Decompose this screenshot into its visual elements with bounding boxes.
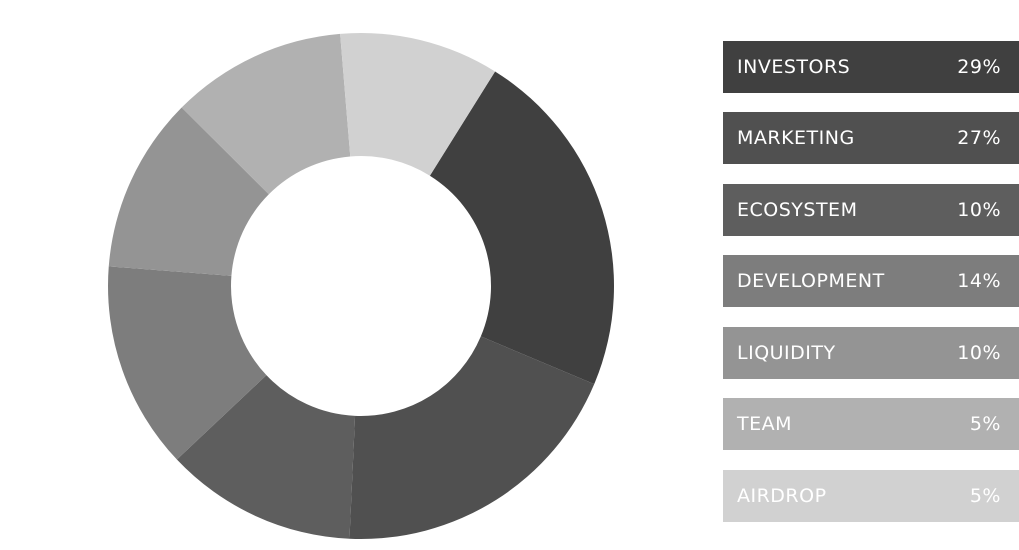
legend-value: 27% — [957, 127, 1001, 149]
legend-value: 29% — [957, 56, 1001, 78]
donut-chart — [107, 32, 614, 539]
legend-value: 10% — [957, 199, 1001, 221]
legend-item-investors: INVESTORS 29% — [723, 41, 1019, 93]
legend-label: INVESTORS — [737, 56, 851, 78]
legend-item-airdrop: AIRDROP 5% — [723, 470, 1019, 522]
donut-slice-liquidity — [108, 107, 269, 276]
donut-slice-team — [181, 33, 351, 195]
legend-label: ECOSYSTEM — [737, 199, 858, 221]
donut-slice-investors — [429, 71, 614, 385]
legend-label: MARKETING — [737, 127, 855, 149]
legend-item-team: TEAM 5% — [723, 398, 1019, 450]
legend-value: 5% — [969, 485, 1001, 507]
legend-item-ecosystem: ECOSYSTEM 10% — [723, 184, 1019, 236]
legend-item-liquidity: LIQUIDITY 10% — [723, 327, 1019, 379]
legend-item-development: DEVELOPMENT 14% — [723, 255, 1019, 307]
donut-slice-marketing — [349, 336, 595, 539]
legend-value: 14% — [957, 270, 1001, 292]
legend-label: AIRDROP — [737, 485, 827, 507]
donut-slice-development — [107, 266, 267, 460]
legend-label: TEAM — [737, 413, 793, 435]
legend-value: 10% — [957, 342, 1001, 364]
legend-label: LIQUIDITY — [737, 342, 836, 364]
donut-slice-airdrop — [340, 32, 496, 176]
donut-slice-ecosystem — [176, 375, 356, 539]
legend-label: DEVELOPMENT — [737, 270, 885, 292]
legend-item-marketing: MARKETING 27% — [723, 112, 1019, 164]
legend-value: 5% — [969, 413, 1001, 435]
